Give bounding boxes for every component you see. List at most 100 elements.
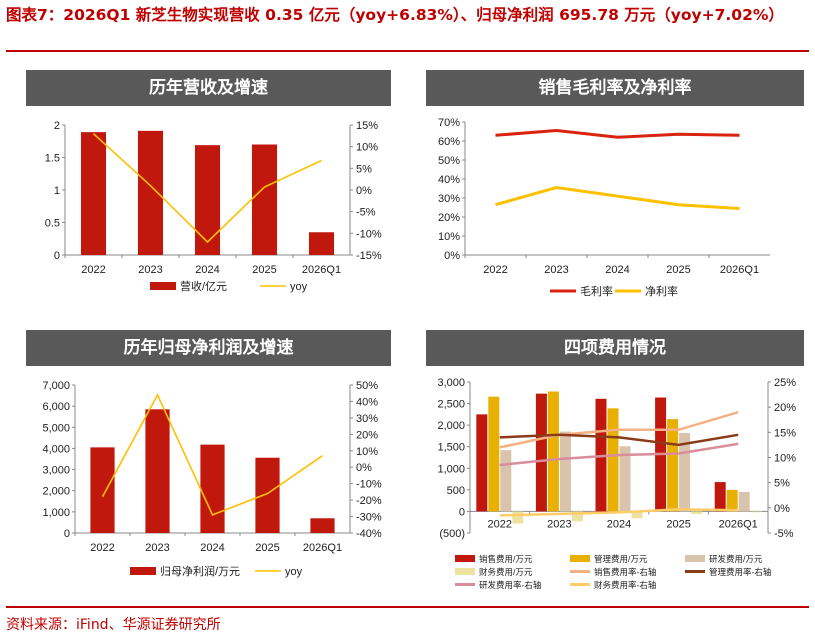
y-tick-label: 500: [447, 485, 465, 497]
legend-label: 研发费用/万元: [709, 554, 763, 564]
y2-tick-label: -10%: [356, 228, 382, 240]
bar: [90, 447, 115, 533]
series-line: [92, 133, 322, 244]
bar: [750, 511, 762, 513]
series-line: [495, 185, 740, 210]
x-tick-label: 2022: [90, 542, 114, 554]
y-tick-label: 1.5: [45, 153, 60, 165]
y-tick-label: 10%: [438, 231, 460, 243]
chart-2-title: 销售毛利率及净利率: [426, 70, 804, 106]
legend-label: yoy: [285, 566, 303, 578]
bar: [619, 446, 631, 512]
legend-swatch: [455, 568, 475, 575]
x-tick-label: 2024: [195, 264, 219, 276]
y-tick-label: 2,500: [437, 399, 465, 411]
y2-tick-label: 40%: [356, 396, 378, 408]
bar: [679, 432, 691, 512]
bar: [200, 444, 225, 533]
chart-1-title: 历年营收及增速: [26, 70, 391, 106]
legend-label: 毛利率: [580, 284, 613, 298]
y-tick-label: 1,000: [437, 463, 465, 475]
series-line: [499, 508, 739, 517]
bar: [691, 511, 703, 515]
y-tick-label: 70%: [438, 117, 460, 129]
bar: [308, 232, 335, 255]
y2-tick-label: -5%: [356, 207, 376, 219]
source-note: 资料来源：iFind、华源证券研究所: [6, 617, 221, 633]
series-line: [499, 442, 739, 467]
y-tick-label: 2: [54, 120, 60, 132]
series-line: [499, 433, 739, 447]
legend-label: 归母净利润/万元: [160, 564, 240, 578]
y2-tick-label: -15%: [356, 250, 382, 262]
bar: [194, 145, 221, 255]
y-tick-label: 4,000: [42, 443, 70, 455]
legend-label: 销售费用/万元: [479, 554, 533, 564]
y-tick-label: (500): [439, 528, 465, 540]
bar: [547, 391, 559, 512]
x-tick-label: 2022: [488, 518, 512, 530]
x-tick-label: 2023: [547, 518, 571, 530]
x-tick-label: 2026Q1: [720, 264, 759, 276]
bar: [667, 419, 679, 512]
y2-tick-label: 5%: [356, 163, 372, 175]
x-tick-label: 2022: [81, 264, 105, 276]
y2-tick-label: 0%: [356, 185, 372, 197]
bar: [476, 414, 488, 512]
x-tick-label: 2025: [666, 518, 690, 530]
legend-label: 财务费用/万元: [479, 567, 533, 577]
y-tick-label: 50%: [438, 155, 460, 167]
y2-tick-label: 20%: [356, 429, 378, 441]
bar: [535, 393, 547, 512]
legend-swatch: [130, 567, 156, 575]
legend-label: 销售费用率-右轴: [594, 567, 656, 577]
x-tick-label: 2023: [145, 542, 169, 554]
y-tick-label: 1: [54, 185, 60, 197]
bar: [137, 130, 164, 255]
x-tick-label: 2024: [605, 264, 629, 276]
y-tick-label: 0: [64, 528, 70, 540]
expense-chart: 3,000 2,500 2,000 1,500 1,000 500 0 (500) 25% 20%…: [437, 377, 796, 590]
series-line: [101, 393, 323, 516]
y-tick-label: 2,000: [42, 486, 70, 498]
y-tick-label: 6,000: [42, 401, 70, 413]
x-tick-label: 2026Q1: [302, 264, 341, 276]
legend-swatch: [685, 555, 705, 562]
y-tick-label: 40%: [438, 174, 460, 186]
legend-label: yoy: [290, 281, 308, 293]
legend-label: 净利率: [645, 284, 678, 298]
y-tick-label: 7,000: [42, 380, 70, 392]
legend-swatch: [570, 555, 590, 562]
y2-tick-label: -30%: [356, 512, 382, 524]
y-tick-label: 20%: [438, 212, 460, 224]
y-tick-label: 2,000: [437, 420, 465, 432]
series-line: [495, 128, 740, 139]
legend-swatch: [150, 282, 176, 290]
y2-tick-label: 15%: [774, 427, 796, 439]
y-tick-label: 0.5: [45, 218, 60, 230]
y-tick-label: 3,000: [42, 465, 70, 477]
y2-tick-label: 5%: [774, 478, 790, 490]
chart-3-title: 历年归母净利润及增速: [26, 330, 391, 366]
x-tick-label: 2024: [607, 518, 631, 530]
bar: [726, 489, 738, 512]
bar: [500, 450, 512, 512]
y2-tick-label: 10%: [356, 142, 378, 154]
legend-label: 管理费用/万元: [594, 554, 648, 564]
y2-tick-label: 25%: [774, 377, 796, 389]
x-tick-label: 2025: [255, 542, 279, 554]
y2-tick-label: 30%: [356, 413, 378, 425]
footer-divider: [6, 606, 809, 608]
legend-label: 财务费用率-右轴: [594, 580, 656, 590]
net-profit-chart: 7,000 6,000 5,000 4,000 3,000 2,000 1,000 0 50% 4…: [42, 380, 382, 578]
y2-tick-label: -5%: [774, 528, 794, 540]
x-tick-label: 2026Q1: [303, 542, 342, 554]
legend-label: 管理费用率-右轴: [709, 567, 771, 577]
y2-tick-label: -20%: [356, 495, 382, 507]
page-title: 图表7：2026Q1 新芝生物实现营收 0.35 亿元（yoy+6.83%）、归…: [6, 6, 784, 24]
y2-tick-label: 10%: [774, 453, 796, 465]
y2-tick-label: 15%: [356, 120, 378, 132]
y-tick-label: 1,500: [437, 442, 465, 454]
legend-label: 营收/亿元: [180, 279, 227, 293]
bar: [488, 396, 500, 512]
